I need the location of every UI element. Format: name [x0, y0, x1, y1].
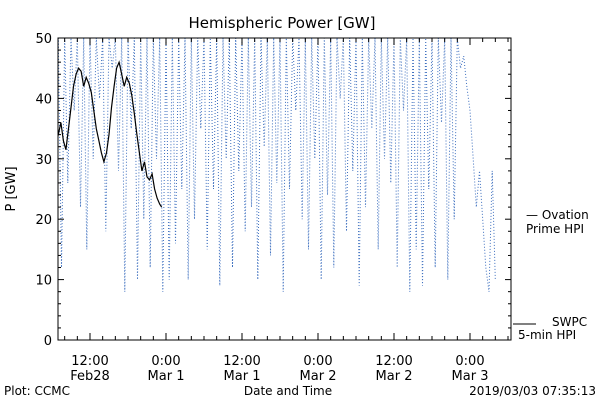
- series-line-swpc-hpi: [58, 60, 163, 208]
- x-axis-label: Date and Time: [244, 384, 332, 398]
- x-tick-label-time: 12:00: [71, 354, 108, 369]
- y-tick-label: 30: [35, 153, 52, 168]
- plot-credit: Plot: CCMC: [4, 384, 70, 398]
- x-tick-label-date: Mar 1: [224, 369, 261, 384]
- chart-title: Hemispheric Power [GW]: [189, 14, 376, 32]
- x-tick-label-time: 0:00: [455, 354, 484, 369]
- y-tick-label: 10: [35, 274, 52, 289]
- y-tick-label: 20: [35, 213, 52, 228]
- series-layer: [58, 38, 496, 292]
- plot-timestamp: 2019/03/03 07:35:13: [469, 384, 596, 398]
- x-tick-label-date: Feb28: [70, 369, 110, 384]
- y-axis-label: P [GW]: [4, 166, 19, 211]
- y-tick-label: 50: [35, 32, 52, 47]
- x-tick-label-time: 12:00: [375, 354, 412, 369]
- x-tick-label-date: Mar 3: [452, 369, 489, 384]
- legend-ovation-line1: — Ovation: [526, 208, 589, 222]
- x-tick-label-time: 12:00: [223, 354, 260, 369]
- y-tick-label: 0: [44, 334, 52, 349]
- legend-swpc-line2: 5-min HPI: [518, 328, 576, 342]
- y-tick-label: 40: [35, 92, 52, 107]
- x-tick-label-date: Mar 2: [300, 369, 337, 384]
- legend-swpc-line1: SWPC: [552, 315, 587, 329]
- x-tick-label-date: Mar 2: [376, 369, 413, 384]
- x-tick-label-time: 0:00: [151, 354, 180, 369]
- plot-frame: [57, 37, 512, 341]
- legend-ovation-line2: Prime HPI: [526, 222, 584, 236]
- x-tick-label-time: 0:00: [303, 354, 332, 369]
- x-tick-label-date: Mar 1: [148, 369, 185, 384]
